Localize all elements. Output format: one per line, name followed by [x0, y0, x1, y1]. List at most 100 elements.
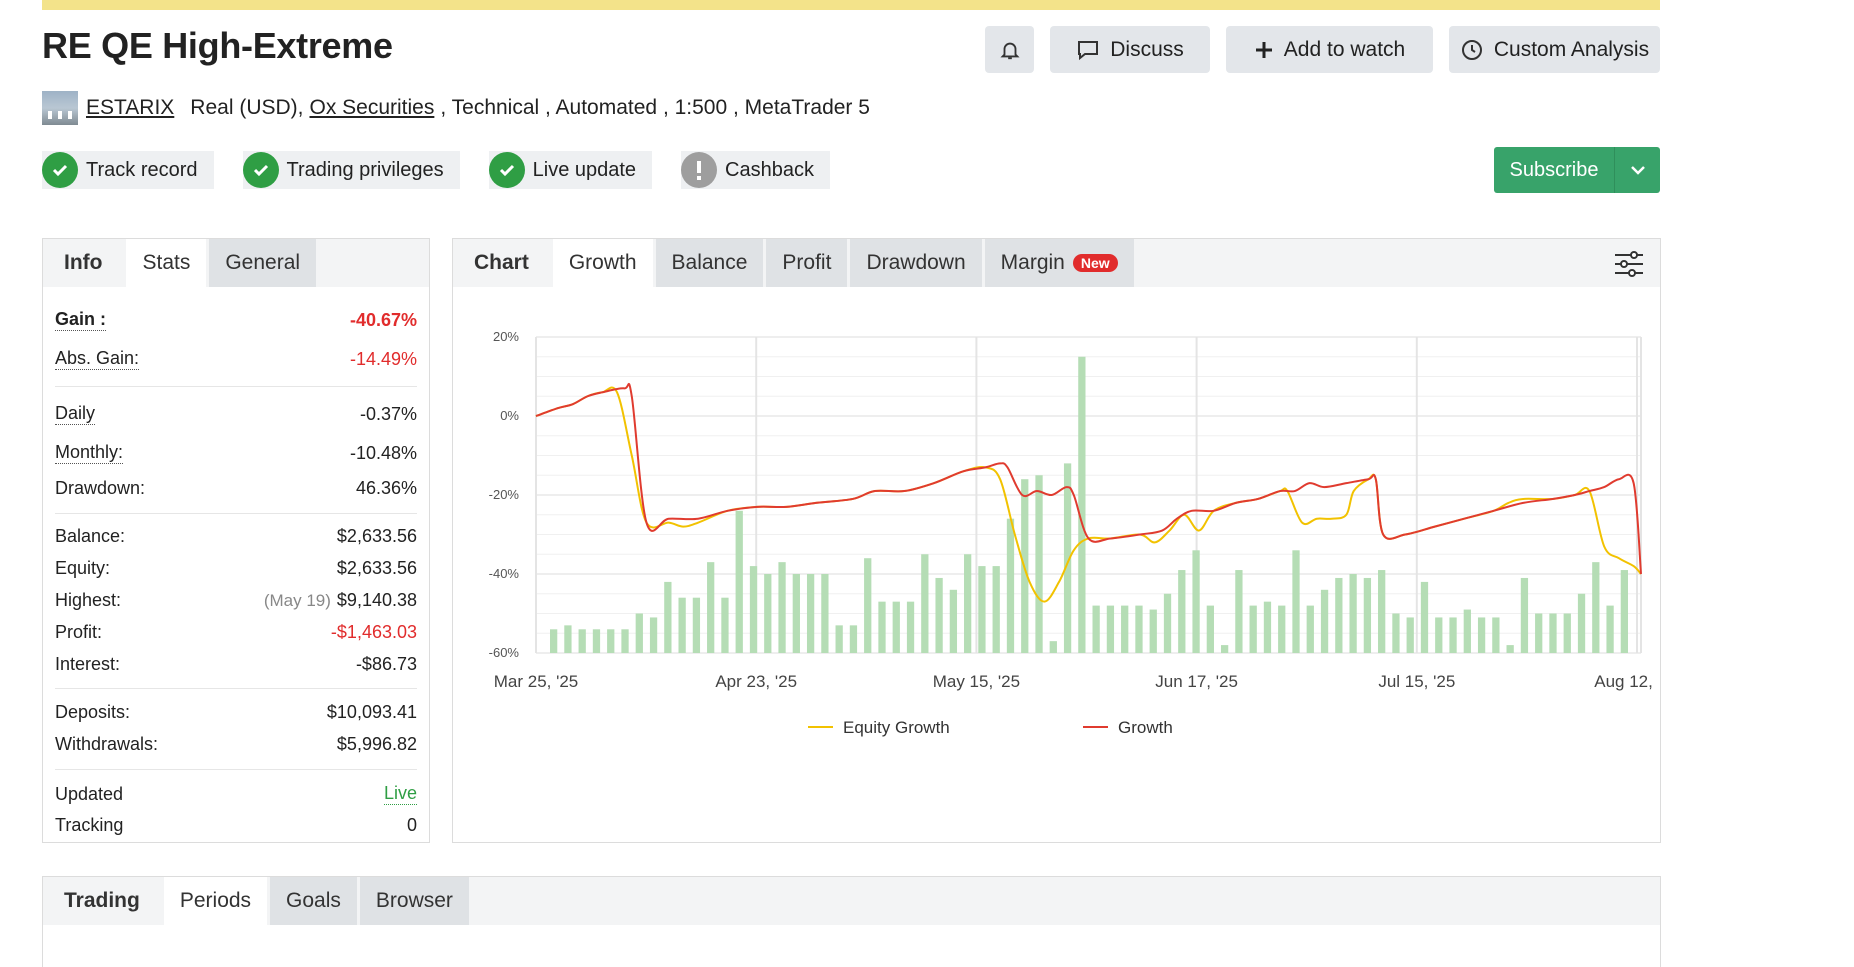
subscribe-dropdown[interactable] [1615, 165, 1660, 175]
profit-bar [1392, 613, 1400, 653]
growth-chart[interactable]: 20% 0% -20% -40% -60% Mar 25, '25 Apr 23, '25 M… [453, 287, 1680, 840]
profit-bar [906, 601, 915, 653]
tab-growth[interactable]: Growth [552, 239, 653, 287]
stats-panel: Info Stats General Gain : -40.67% Abs. G… [42, 238, 430, 843]
profit-bar [1235, 570, 1243, 653]
profit-bar [835, 625, 843, 653]
stat-value: $9,140.38 [336, 590, 417, 610]
profit-bar [1278, 605, 1286, 653]
profit-bar [749, 566, 758, 653]
stat-value: 46.36% [355, 478, 417, 498]
broker-link[interactable]: Ox Securities [309, 96, 435, 119]
subscribe-label: Subscribe [1509, 158, 1599, 181]
profit-bar [1035, 475, 1043, 653]
x-tick-label: Mar 25, '25 [494, 672, 579, 691]
profit-bar [1320, 589, 1329, 653]
profit-bar [1078, 356, 1086, 653]
profit-bar [864, 558, 872, 653]
stat-value: $2,633.56 [336, 558, 417, 578]
top-accent-bar [42, 0, 1660, 10]
tab-general[interactable]: General [209, 239, 317, 287]
tab-periods[interactable]: Periods [163, 877, 268, 925]
profit-bar [1249, 605, 1257, 653]
stat-label[interactable]: Monthly: [55, 442, 124, 464]
profit-bar [1335, 577, 1343, 653]
chart-settings-icon[interactable] [1614, 251, 1644, 282]
profit-bar [821, 574, 829, 653]
badge-track-record[interactable]: Track record [42, 151, 214, 189]
profit-bar [1378, 570, 1386, 653]
account-type: Real (USD), [190, 96, 304, 119]
profit-bar [964, 554, 972, 653]
profit-bar [1577, 593, 1586, 653]
profit-bar [592, 629, 601, 653]
check-icon [488, 152, 525, 188]
stat-value: -0.37% [359, 403, 417, 424]
tab-profit[interactable]: Profit [766, 239, 848, 287]
profit-bar [621, 629, 629, 653]
tab-goals[interactable]: Goals [270, 877, 357, 925]
stat-label[interactable]: Abs. Gain: [55, 348, 140, 370]
stat-drawdown: Drawdown: 46.36% [55, 478, 417, 499]
profit-bar [878, 601, 886, 653]
subscribe-button[interactable]: Subscribe [1494, 147, 1660, 193]
badge-trading-privileges[interactable]: Trading privileges [242, 151, 460, 189]
profit-bar [1506, 645, 1514, 653]
tab-balance[interactable]: Balance [655, 239, 764, 287]
chat-icon [1076, 39, 1100, 61]
notify-bell-button[interactable] [985, 26, 1034, 73]
tab-info[interactable]: Info [64, 251, 103, 274]
x-tick-label: May 15, '25 [933, 672, 1020, 691]
stat-label[interactable]: Daily [55, 403, 96, 425]
tab-trading[interactable]: Trading [64, 889, 140, 912]
profit-bar [1149, 609, 1157, 653]
profit-bar [1620, 570, 1628, 653]
discuss-label: Discuss [1110, 37, 1184, 61]
profit-bar [1292, 550, 1300, 653]
profit-bar [949, 589, 958, 653]
profit-bar [1520, 577, 1529, 653]
avatar[interactable] [42, 91, 78, 125]
profit-bar [735, 510, 743, 653]
profit-bar [1063, 463, 1072, 653]
y-tick-label: -60% [489, 645, 520, 660]
page-title: RE QE High-Extreme [42, 25, 393, 66]
check-icon [42, 152, 78, 188]
stat-value: $2,633.56 [336, 526, 417, 546]
exclamation-icon [681, 152, 718, 188]
profit-bar [1135, 605, 1143, 653]
profit-bar [578, 629, 586, 653]
profit-bar [1563, 613, 1571, 653]
stat-value: -14.49% [349, 348, 417, 369]
tab-browser[interactable]: Browser [359, 877, 469, 925]
tab-chart[interactable]: Chart [474, 251, 529, 274]
stat-label: Drawdown: [55, 478, 146, 498]
profit-bar [892, 601, 900, 653]
custom-analysis-button[interactable]: Custom Analysis [1449, 26, 1660, 73]
profit-bar [1492, 617, 1500, 653]
tab-drawdown[interactable]: Drawdown [850, 239, 982, 287]
discuss-button[interactable]: Discuss [1050, 26, 1210, 73]
profit-bar [935, 577, 943, 653]
y-tick-label: -40% [489, 566, 520, 581]
add-to-watch-button[interactable]: Add to watch [1226, 26, 1433, 73]
profit-bar [1121, 605, 1129, 653]
stat-deposits: Deposits: $10,093.41 [55, 702, 417, 723]
live-indicator[interactable]: Live [383, 783, 417, 805]
profit-bar [1049, 641, 1057, 653]
user-link[interactable]: ESTARIX [86, 96, 175, 119]
profit-bar [1592, 562, 1600, 653]
profit-bar [806, 574, 815, 653]
badge-cashback[interactable]: Cashback [681, 151, 830, 189]
stat-value: $10,093.41 [326, 702, 417, 722]
legend-label-growth: Growth [1118, 718, 1173, 737]
tab-margin[interactable]: Margin New [984, 239, 1134, 287]
tab-margin-label: Margin [1000, 251, 1065, 274]
badge-live-update[interactable]: Live update [488, 151, 653, 189]
trading-tabs: Trading Periods Goals Browser [43, 877, 1660, 925]
profit-bar [921, 554, 929, 653]
profit-bar [1606, 605, 1614, 653]
tab-stats[interactable]: Stats [126, 239, 207, 287]
bell-icon [999, 39, 1021, 61]
stat-label[interactable]: Gain : [55, 309, 107, 331]
